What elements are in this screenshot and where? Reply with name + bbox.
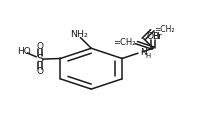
Text: OH: OH [146, 32, 160, 41]
Text: =CH₂: =CH₂ [113, 38, 135, 47]
Text: H: H [145, 53, 151, 59]
Text: O: O [37, 42, 44, 51]
Text: =CH₂: =CH₂ [154, 25, 175, 34]
Text: O: O [37, 67, 44, 76]
Text: Br: Br [152, 32, 162, 40]
Text: NH₂: NH₂ [71, 30, 88, 39]
Text: HO: HO [17, 47, 31, 56]
Text: S: S [37, 54, 44, 64]
Text: N: N [141, 48, 147, 58]
